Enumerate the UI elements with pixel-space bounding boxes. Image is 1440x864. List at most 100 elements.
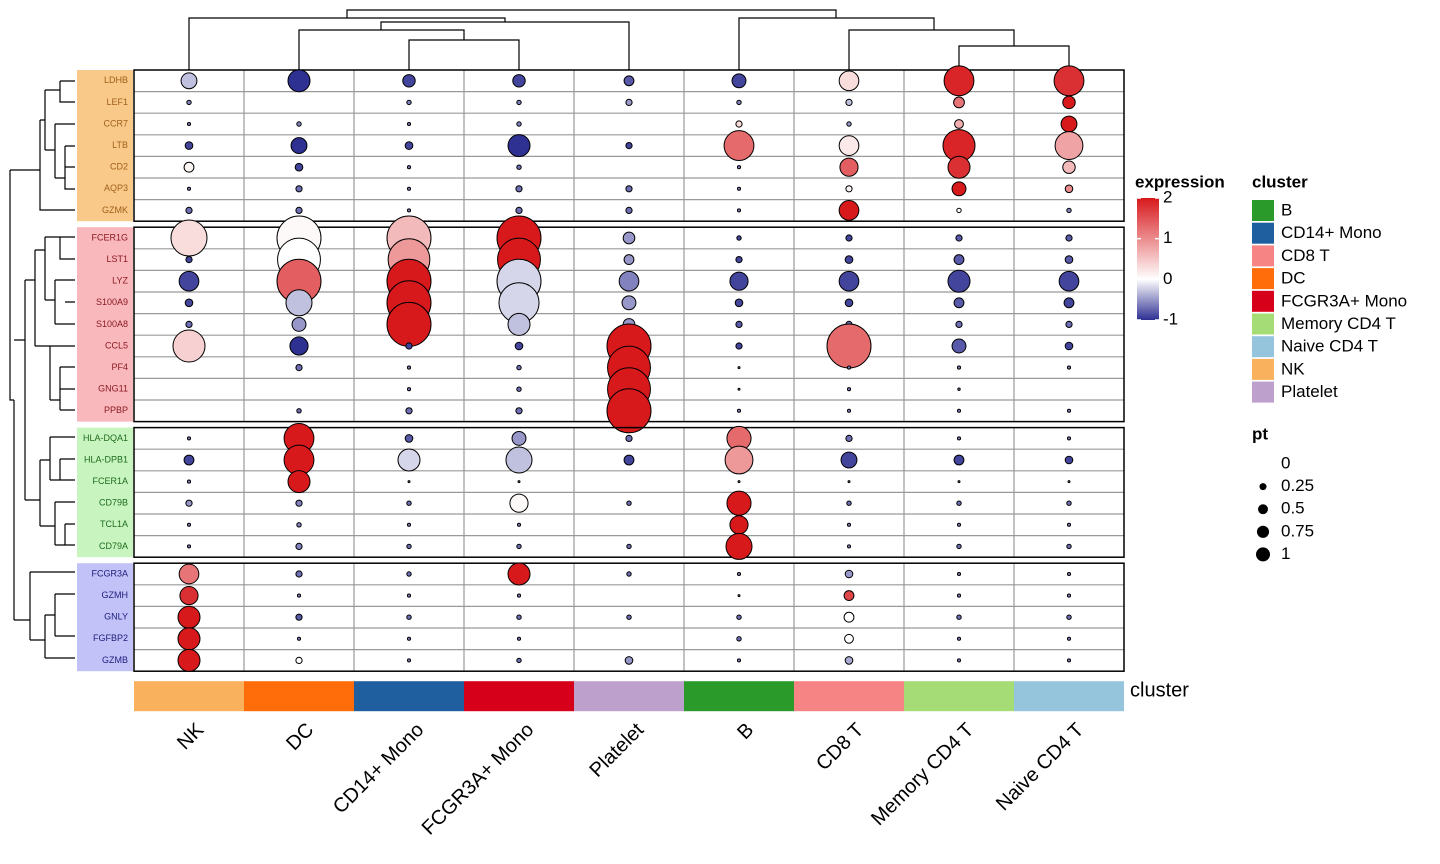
dot <box>736 658 742 663</box>
dot <box>511 430 527 446</box>
dot <box>734 298 744 308</box>
dot <box>177 605 201 629</box>
dot <box>846 544 852 549</box>
dot <box>1064 341 1074 351</box>
row-group-band <box>77 563 133 672</box>
dot <box>845 434 853 443</box>
legend-label: Naive CD4 T <box>1281 337 1378 356</box>
size-label: 0 <box>1281 453 1290 472</box>
cluster-label: NK <box>173 718 209 754</box>
dot <box>736 408 742 413</box>
dot <box>295 206 303 215</box>
legend-label: Platelet <box>1281 382 1338 401</box>
dot <box>512 74 526 88</box>
dot <box>514 341 524 351</box>
dot <box>296 636 302 641</box>
cluster-bar <box>244 681 354 712</box>
dot <box>947 155 971 179</box>
dot <box>1065 234 1073 242</box>
dot <box>296 593 302 598</box>
dot <box>186 436 192 441</box>
gene-label: GZMB <box>102 655 128 665</box>
dot <box>177 648 201 672</box>
dot <box>179 586 199 606</box>
dot <box>178 270 200 292</box>
dot <box>956 408 962 413</box>
dot <box>290 137 308 155</box>
legend-swatch <box>1252 358 1274 380</box>
dot <box>185 320 193 329</box>
dot <box>840 451 858 469</box>
dot <box>516 522 522 527</box>
dot <box>406 208 412 213</box>
dot <box>406 365 412 370</box>
legend-swatch <box>1252 336 1274 358</box>
dot <box>1062 95 1076 110</box>
dot <box>186 186 192 191</box>
gene-label: GZMK <box>102 205 128 215</box>
size-label: 0.5 <box>1281 499 1305 518</box>
gene-label: FCGR3A <box>91 568 128 578</box>
gene-label: S100A9 <box>96 297 128 307</box>
cluster-label: DC <box>282 719 318 755</box>
dot <box>186 99 192 106</box>
dot <box>516 543 522 550</box>
dot <box>295 570 303 578</box>
row-group-band <box>77 227 133 422</box>
dot <box>953 454 965 466</box>
legend-label: CD14+ Mono <box>1281 223 1382 242</box>
dot <box>516 614 522 620</box>
dot <box>626 543 632 550</box>
dot <box>845 98 853 107</box>
dot <box>406 614 412 620</box>
size-key <box>1259 483 1267 491</box>
legend-label: B <box>1281 200 1292 219</box>
gene-label: GZMH <box>102 590 129 600</box>
dot <box>626 500 632 506</box>
dot <box>515 185 523 193</box>
dot <box>625 434 633 443</box>
dot <box>405 407 413 415</box>
row-group-box <box>133 562 1125 672</box>
gene-label: LST1 <box>106 254 128 264</box>
dot <box>404 141 414 150</box>
dot <box>180 72 198 90</box>
dot <box>1066 207 1072 214</box>
dot <box>1067 480 1071 484</box>
dot <box>847 480 851 484</box>
dot <box>955 234 963 242</box>
dot <box>294 162 304 172</box>
cluster-label: CD14+ Mono <box>329 719 428 818</box>
dot <box>606 388 652 434</box>
legend-label: Memory CD4 T <box>1281 314 1396 333</box>
dot <box>735 120 743 128</box>
dot <box>402 74 416 88</box>
dot <box>1066 408 1072 413</box>
cluster-bar <box>354 681 464 712</box>
dot <box>729 515 749 535</box>
dot <box>1060 115 1078 133</box>
dot <box>736 614 742 620</box>
gene-label: CCR7 <box>103 118 128 128</box>
dot <box>186 479 192 484</box>
gene-label: LDHB <box>104 75 128 85</box>
dot <box>735 320 743 329</box>
dot <box>1066 614 1072 620</box>
dot <box>516 164 522 170</box>
dot <box>406 658 412 663</box>
dot <box>955 320 963 329</box>
gene-label: CD79B <box>99 498 128 508</box>
dot <box>838 270 860 292</box>
dot <box>516 99 522 106</box>
cluster-bar <box>574 681 684 712</box>
dot <box>505 446 533 474</box>
dot <box>725 532 753 560</box>
legend-label: CD8 T <box>1281 246 1330 265</box>
legend-swatch <box>1252 381 1274 403</box>
size-label: 0.25 <box>1281 476 1314 495</box>
dot <box>735 342 743 350</box>
dot <box>846 500 852 506</box>
dot <box>186 121 192 127</box>
dot <box>626 571 632 577</box>
dot <box>621 295 637 311</box>
